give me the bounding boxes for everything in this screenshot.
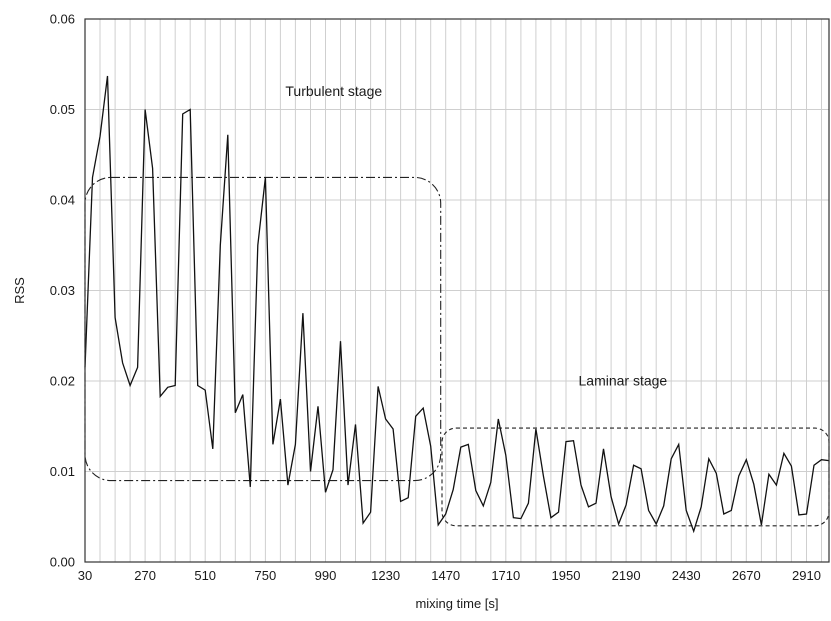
grid-layer xyxy=(85,19,829,562)
y-axis-title: RSS xyxy=(12,277,27,304)
x-tick-label: 2670 xyxy=(732,568,761,583)
y-tick-label: 0.04 xyxy=(50,193,75,208)
x-tick-label: 2190 xyxy=(612,568,641,583)
x-tick-label: 1710 xyxy=(491,568,520,583)
x-tick-label: 1470 xyxy=(431,568,460,583)
x-tick-labels: 30 270 510 750 990 1230 1470 1710 1950 2190 2430 26… xyxy=(78,568,821,583)
plot-frame xyxy=(84,18,830,563)
x-tick-label: 2910 xyxy=(792,568,821,583)
x-tick-label: 990 xyxy=(315,568,337,583)
x-tick-label: 1950 xyxy=(552,568,581,583)
y-tick-label: 0.05 xyxy=(50,102,75,117)
x-axis-title: mixing time [s] xyxy=(415,596,498,611)
rss-series-line xyxy=(84,75,830,534)
series-layer xyxy=(84,75,830,534)
x-tick-label: 270 xyxy=(134,568,156,583)
annotation-laminar-stage: Laminar stage xyxy=(579,373,668,389)
y-tick-label: 0.02 xyxy=(50,374,75,389)
x-tick-label: 30 xyxy=(78,568,92,583)
x-tick-label: 510 xyxy=(194,568,216,583)
y-tick-label: 0.06 xyxy=(50,12,75,27)
x-tick-label: 1230 xyxy=(371,568,400,583)
y-tick-labels: 0.00 0.01 0.02 0.03 0.04 0.05 0.06 xyxy=(50,12,75,570)
annotation-turbulent-stage: Turbulent stage xyxy=(285,83,382,99)
y-tick-label: 0.01 xyxy=(50,464,75,479)
x-tick-label: 2430 xyxy=(672,568,701,583)
y-tick-label: 0.03 xyxy=(50,283,75,298)
y-tick-label: 0.00 xyxy=(50,555,75,570)
x-tick-label: 750 xyxy=(255,568,277,583)
